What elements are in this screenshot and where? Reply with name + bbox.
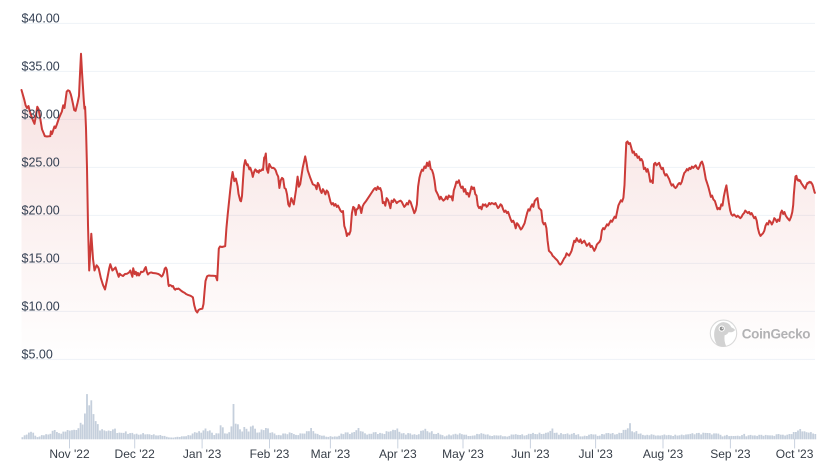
svg-text:CoinGecko: CoinGecko — [742, 326, 811, 341]
svg-text:$30.00: $30.00 — [22, 108, 60, 122]
svg-text:Sep '23: Sep '23 — [710, 447, 751, 461]
svg-text:$20.00: $20.00 — [22, 204, 60, 218]
svg-text:Dec '22: Dec '22 — [115, 447, 156, 461]
svg-text:$15.00: $15.00 — [22, 252, 60, 266]
svg-text:May '23: May '23 — [442, 447, 484, 461]
svg-text:Oct '23: Oct '23 — [776, 447, 814, 461]
svg-text:Jan '23: Jan '23 — [183, 447, 222, 461]
svg-text:$40.00: $40.00 — [22, 12, 60, 26]
svg-text:Nov '22: Nov '22 — [49, 447, 90, 461]
svg-text:$35.00: $35.00 — [22, 60, 60, 74]
svg-text:Feb '23: Feb '23 — [250, 447, 290, 461]
svg-text:Jul '23: Jul '23 — [578, 447, 613, 461]
svg-text:$25.00: $25.00 — [22, 156, 60, 170]
svg-text:Mar '23: Mar '23 — [311, 447, 351, 461]
svg-text:Apr '23: Apr '23 — [379, 447, 417, 461]
svg-text:$10.00: $10.00 — [22, 300, 60, 314]
svg-text:Jun '23: Jun '23 — [511, 447, 550, 461]
svg-text:$5.00: $5.00 — [22, 348, 53, 362]
svg-text:Aug '23: Aug '23 — [643, 447, 684, 461]
